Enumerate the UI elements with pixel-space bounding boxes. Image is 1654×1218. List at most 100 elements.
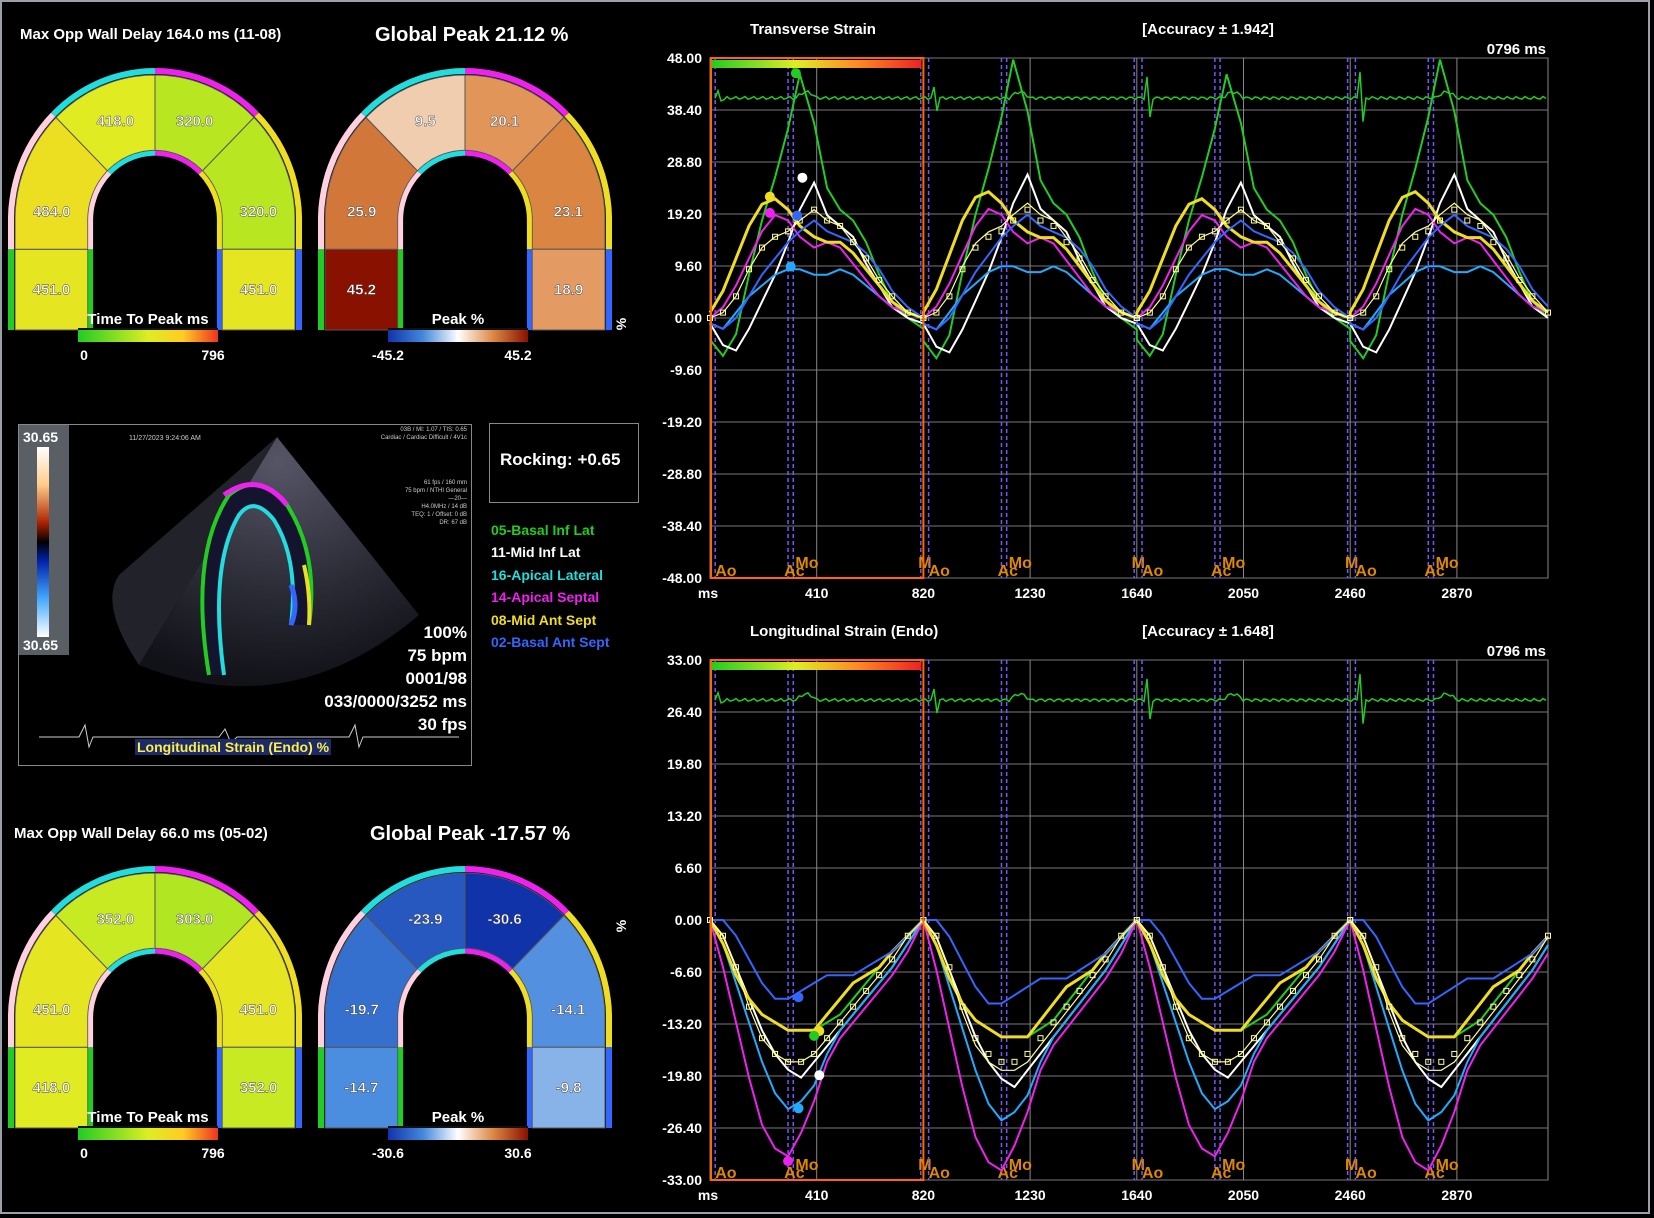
y-tick-label: -13.20 bbox=[662, 1016, 702, 1032]
global-point bbox=[1412, 233, 1419, 240]
global-point bbox=[1037, 1035, 1044, 1042]
acquisition-timestamp: 11/27/2023 9:24:06 AM bbox=[129, 435, 201, 442]
segment-value: 303.0 bbox=[176, 911, 214, 928]
event-marker-label: Ao bbox=[1142, 1165, 1164, 1182]
transverse-strain-chart[interactable]: Transverse Strain [Accuracy ± 1.942] 0796 … bbox=[613, 10, 1568, 610]
event-marker-label: Ac bbox=[1211, 1165, 1232, 1182]
peak-marker bbox=[783, 1156, 794, 1167]
chart-title: Transverse Strain bbox=[750, 21, 876, 38]
global-point bbox=[889, 956, 896, 963]
arch-border bbox=[464, 866, 569, 915]
global-point bbox=[1529, 956, 1536, 963]
series-line bbox=[709, 59, 1549, 361]
arch-inner-border bbox=[88, 171, 112, 250]
global-point bbox=[1360, 309, 1367, 316]
peak-strain-arch[interactable]: -14.7 -19.7 -23.9 -30.6 -14.1 -9.8 Peak % -30.6… bbox=[318, 858, 628, 1168]
series-line bbox=[709, 207, 1549, 320]
x-tick-label: 2870 bbox=[1441, 1187, 1472, 1203]
legend-item[interactable]: 11-Mid Inf Lat bbox=[491, 544, 581, 561]
legend-max: 30.6 bbox=[504, 1145, 531, 1161]
cycle-color-bar bbox=[712, 662, 922, 670]
global-point bbox=[972, 244, 979, 251]
global-point bbox=[1102, 956, 1109, 963]
event-marker-label: M bbox=[1345, 555, 1358, 572]
legend-min: 0 bbox=[80, 347, 88, 363]
segment-value: 45.2 bbox=[347, 282, 376, 299]
global-point bbox=[1276, 1003, 1283, 1010]
y-axis-label: % bbox=[613, 919, 629, 932]
global-point bbox=[1347, 315, 1354, 321]
event-marker-label: Ao bbox=[1355, 563, 1377, 580]
global-point bbox=[1159, 964, 1166, 971]
global-point bbox=[850, 239, 857, 246]
segment-value: 418.0 bbox=[97, 113, 135, 130]
cycle-color-bar bbox=[712, 60, 922, 68]
y-tick-label: 26.40 bbox=[667, 704, 702, 720]
ultrasound-viewport[interactable]: 30.65 30.65 11/27/2023 9:24:06 AM 03B / … bbox=[18, 424, 472, 766]
global-point bbox=[1010, 217, 1017, 224]
preset-info: Cardiac / Cardiac Difficult / 4V1c bbox=[380, 435, 467, 441]
segment-legend: 05-Basal Inf Lat 11-Mid Inf Lat 16-Apica… bbox=[491, 519, 610, 653]
event-marker-label: Ao bbox=[1142, 563, 1164, 580]
arch-border bbox=[154, 68, 259, 117]
segment-value: 418.0 bbox=[33, 1080, 71, 1097]
global-point bbox=[837, 1019, 844, 1026]
global-point bbox=[1373, 293, 1380, 300]
legend-item[interactable]: 14-Apical Septal bbox=[491, 589, 600, 606]
legend-title: Time To Peak ms bbox=[87, 311, 208, 328]
event-marker-label: Ac bbox=[1211, 563, 1232, 580]
event-marker-label: Mo bbox=[795, 555, 818, 572]
global-point bbox=[1373, 964, 1380, 971]
segment-value: 451.0 bbox=[240, 282, 278, 299]
event-marker-label: Mo bbox=[1222, 1157, 1245, 1174]
global-point bbox=[1451, 206, 1458, 213]
global-point bbox=[1386, 1003, 1393, 1010]
time-position: 033/0000/3252 ms bbox=[324, 692, 467, 711]
segment-value: 484.0 bbox=[33, 204, 71, 221]
global-point bbox=[785, 1058, 792, 1065]
arch-border bbox=[8, 910, 56, 1048]
global-point bbox=[1263, 222, 1270, 229]
global-point bbox=[933, 309, 940, 316]
x-tick-label: 410 bbox=[805, 1187, 829, 1203]
legend-max: 796 bbox=[201, 347, 225, 363]
event-marker-label: Ac bbox=[998, 563, 1019, 580]
global-point bbox=[1089, 277, 1096, 284]
rocking-panel: Rocking: +0.65 bbox=[489, 423, 639, 503]
y-axis-label: % bbox=[613, 317, 629, 330]
legend-title: Peak % bbox=[432, 311, 485, 328]
legend-item[interactable]: 02-Basal Ant Sept bbox=[491, 634, 610, 651]
global-point bbox=[863, 987, 870, 994]
x-tick-label: 1640 bbox=[1121, 585, 1152, 601]
segment-value: 9.5 bbox=[415, 113, 436, 130]
legend-item[interactable]: 05-Basal Inf Lat bbox=[491, 522, 595, 538]
time-to-peak-arch[interactable]: 418.0 451.0 352.0 303.0 451.0 352.0 Time To Pe… bbox=[8, 858, 318, 1168]
y-tick-label: -33.00 bbox=[662, 1172, 702, 1188]
global-point bbox=[1172, 1003, 1179, 1010]
y-tick-label: -19.20 bbox=[662, 414, 702, 430]
segment-value: -14.7 bbox=[344, 1080, 378, 1097]
segment-value: 352.0 bbox=[240, 1080, 278, 1097]
x-tick-label: 2870 bbox=[1441, 585, 1472, 601]
global-point bbox=[1185, 1035, 1192, 1042]
global-point bbox=[1516, 972, 1523, 979]
longitudinal-strain-chart[interactable]: Longitudinal Strain (Endo) [Accuracy ± 1.… bbox=[613, 612, 1568, 1212]
global-point bbox=[1289, 255, 1296, 262]
segment-value: -19.7 bbox=[345, 1002, 379, 1019]
segment-value: -30.6 bbox=[488, 911, 522, 928]
y-tick-label: 6.60 bbox=[675, 860, 702, 876]
legend-item[interactable]: 16-Apical Lateral bbox=[491, 566, 604, 583]
legend-item[interactable]: 08-Mid Ant Sept bbox=[491, 611, 597, 628]
legend-title: Time To Peak ms bbox=[87, 1109, 208, 1126]
chart-title: Longitudinal Strain (Endo) bbox=[750, 623, 938, 640]
global-point bbox=[998, 228, 1005, 235]
time-to-peak-arch[interactable]: 451.0 484.0 418.0 320.0 320.0 451.0 Time To Pe… bbox=[8, 60, 318, 370]
y-tick-label: 19.20 bbox=[667, 206, 702, 222]
x-tick-label: 410 bbox=[805, 585, 829, 601]
global-point bbox=[1050, 222, 1057, 229]
segment-value: 23.1 bbox=[554, 204, 583, 221]
y-tick-label: 28.80 bbox=[667, 154, 702, 170]
peak-strain-arch[interactable]: 45.2 25.9 9.5 20.1 23.1 18.9 Peak % -45.2 45.2 bbox=[318, 60, 628, 370]
global-point bbox=[1063, 239, 1070, 246]
segment-value: -14.1 bbox=[551, 1002, 585, 1019]
